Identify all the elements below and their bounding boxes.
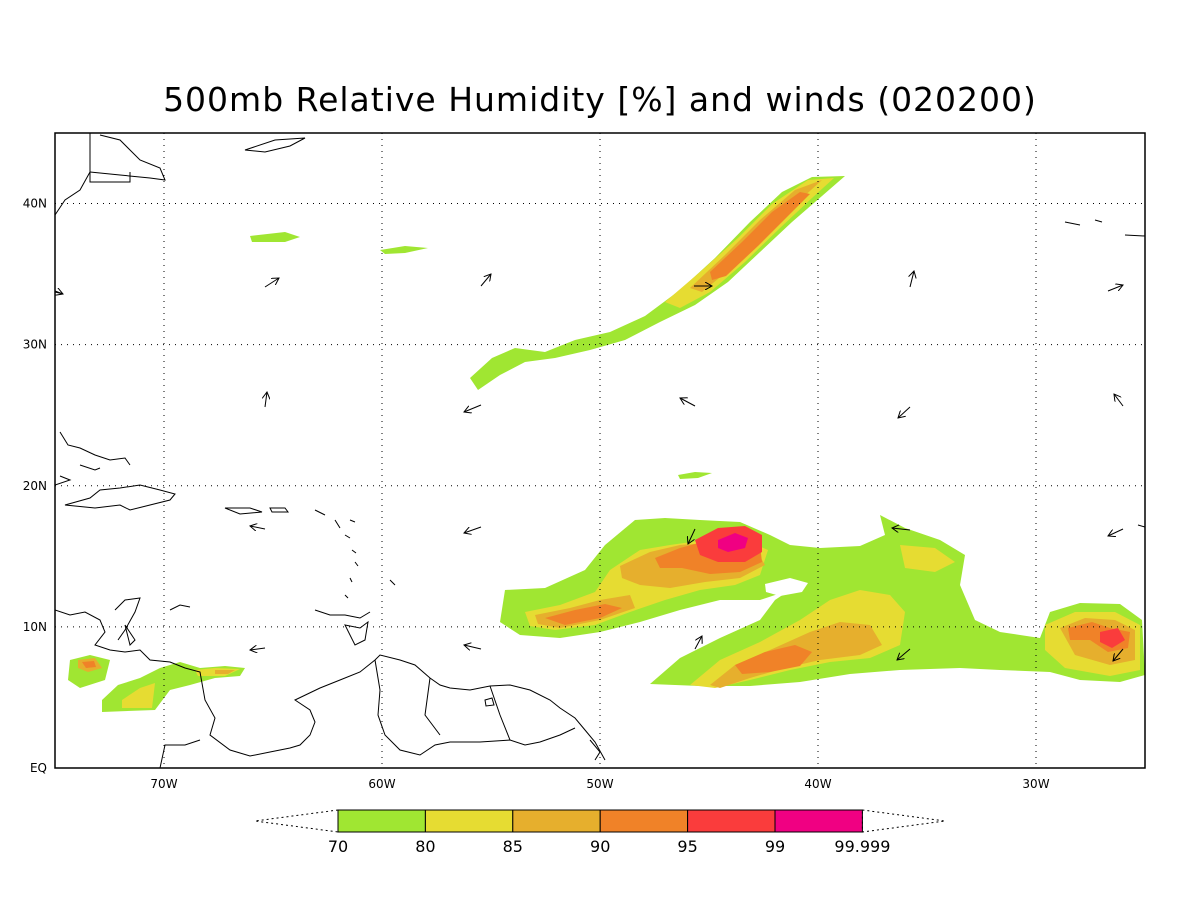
lon-tick-label: 50W: [586, 777, 613, 791]
colorbar: 70 80 85 90 95 99 99.999: [254, 809, 946, 856]
plot-frame: [54, 132, 1146, 769]
coastline: [159, 739, 201, 768]
wind-arrow: [897, 648, 911, 660]
dry-hole: [765, 578, 808, 596]
humidity-region-80: [122, 683, 155, 708]
colorbar-label: 85: [503, 837, 523, 856]
colorbar-label: 80: [415, 837, 435, 856]
wind-arrow: [898, 406, 911, 418]
coastline: [64, 484, 176, 511]
coastline: [344, 620, 369, 646]
wind-arrow: [464, 404, 482, 412]
map-title: 500mb Relative Humidity [%] and winds (0…: [163, 80, 1037, 119]
lat-tick-label: 40N: [23, 197, 47, 211]
wind-arrow: [55, 291, 63, 294]
coastline: [224, 507, 263, 515]
wind-arrow: [464, 645, 482, 649]
coastline: [489, 685, 511, 741]
wind-arrow: [688, 528, 696, 544]
lat-tick-label: EQ: [30, 761, 47, 775]
colorbar-label: 70: [328, 837, 348, 856]
coastline: [79, 464, 101, 471]
colorbar-label: 95: [677, 837, 697, 856]
latitude-axis: EQ 10N 20N 30N 40N: [23, 197, 47, 775]
wind-arrow: [250, 526, 266, 529]
humidity-region-90: [545, 604, 622, 625]
colorbar-extension-high: [861, 809, 946, 833]
wind-arrow: [910, 271, 914, 288]
coastline: [374, 659, 576, 756]
coastline: [169, 604, 191, 611]
wind-arrow: [1108, 528, 1124, 536]
lat-tick-label: 10N: [23, 620, 47, 634]
coastline: [1137, 524, 1145, 528]
humidity-field: [68, 176, 1145, 712]
lon-tick-label: 40W: [804, 777, 831, 791]
coastline: [1064, 219, 1145, 237]
coastline: [124, 624, 136, 646]
humidity-region-80: [900, 545, 955, 572]
coastline: [59, 431, 131, 466]
wind-arrow: [680, 398, 696, 407]
wind-arrow: [1113, 648, 1124, 661]
lon-tick-label: 60W: [368, 777, 395, 791]
coastline: [114, 597, 141, 641]
wind-arrow: [892, 528, 911, 530]
wind-arrow: [264, 278, 279, 288]
colorbar-extension-low: [254, 809, 339, 833]
coastline: [244, 137, 306, 153]
coastline: [269, 507, 289, 513]
longitude-axis: 70W 60W 50W 40W 30W: [150, 777, 1049, 791]
humidity-region-95: [1100, 628, 1125, 648]
wind-arrow: [250, 648, 266, 650]
coastline: [344, 519, 396, 599]
coastlines: [55, 133, 1145, 768]
coastline: [55, 609, 606, 761]
colorbar-swatch: [599, 809, 689, 833]
lon-tick-label: 70W: [150, 777, 177, 791]
humidity-region-90: [710, 192, 810, 280]
humidity-region-70: [678, 472, 712, 479]
wind-arrow: [464, 526, 482, 533]
coastline: [314, 609, 371, 619]
colorbar-swatch: [774, 809, 863, 833]
humidity-region-70: [250, 232, 300, 242]
wind-vectors: [55, 271, 1123, 661]
humidity-region-85: [215, 670, 235, 674]
colorbar-swatch: [337, 809, 426, 833]
coastline: [89, 134, 166, 181]
coastline: [89, 172, 131, 183]
lon-tick-label: 30W: [1022, 777, 1049, 791]
colorbar-label: 99.999: [834, 837, 890, 856]
colorbar-swatch: [512, 809, 601, 833]
humidity-region-90: [735, 645, 812, 674]
wind-arrow: [1114, 394, 1124, 407]
coastline: [484, 697, 495, 707]
lat-tick-label: 20N: [23, 479, 47, 493]
humidity-region-99: [718, 533, 748, 552]
coastline: [314, 509, 341, 529]
colorbar-label: 99: [765, 837, 785, 856]
coastline: [55, 133, 91, 216]
wind-arrow: [480, 274, 491, 287]
colorbar-swatch: [687, 809, 776, 833]
humidity-region-90: [82, 661, 96, 668]
humidity-region-70: [380, 246, 428, 254]
coastline: [55, 475, 72, 486]
lat-tick-label: 30N: [23, 338, 47, 352]
wind-arrow: [265, 392, 267, 408]
colorbar-label: 90: [590, 837, 610, 856]
colorbar-swatch: [424, 809, 514, 833]
coastline: [424, 677, 441, 736]
wind-arrow: [1107, 285, 1123, 292]
wind-arrow: [694, 636, 702, 650]
